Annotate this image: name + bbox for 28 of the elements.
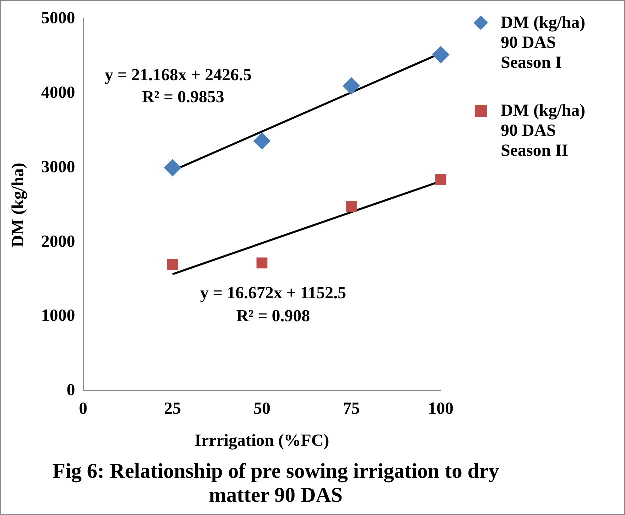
y-tick-label: 5000 xyxy=(41,8,76,28)
annotation: y = 21.168x + 2426.5 xyxy=(104,65,252,84)
point xyxy=(254,132,271,150)
x-tick-label: 25 xyxy=(164,398,182,418)
x-tick-label: 100 xyxy=(428,398,454,418)
point xyxy=(432,46,450,64)
y-tick-label: 3000 xyxy=(41,157,76,176)
y-tick-label: 1000 xyxy=(41,306,76,326)
point xyxy=(436,174,446,186)
annotation: y = 16.672x + 1152.5 xyxy=(200,283,346,302)
x-tick-label: 75 xyxy=(343,398,360,418)
annotation: R² = 0.9853 xyxy=(142,87,225,106)
y-tick-label: 0 xyxy=(66,380,76,400)
point xyxy=(346,201,358,212)
legend-label: DM (kg/ha) 90 DAS Season II xyxy=(501,101,587,161)
legend-label: DM (kg/ha) 90 DAS Season I xyxy=(501,13,587,73)
x-tick-label: 0 xyxy=(79,398,88,418)
point xyxy=(167,259,178,270)
y-tick-label: 4000 xyxy=(41,82,76,102)
annotation: R² = 0.908 xyxy=(236,306,310,326)
point xyxy=(164,160,182,176)
x-tick-label: 50 xyxy=(254,398,271,418)
y-axis-title: DM (kg/ha) xyxy=(8,162,28,248)
point xyxy=(256,258,268,269)
y-tick-label: 2000 xyxy=(41,232,76,251)
text: Fig 6: Relationship of pre sowing irrigation to dry matter 90 DAS xyxy=(52,459,500,507)
point xyxy=(343,78,360,95)
x-axis-title: Irrrigation (%FC) xyxy=(194,431,330,450)
